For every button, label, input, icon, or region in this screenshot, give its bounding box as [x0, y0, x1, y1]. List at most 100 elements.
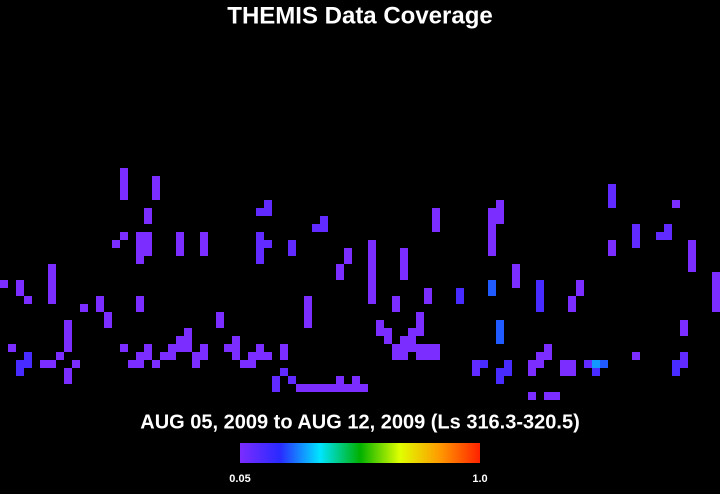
coverage-cell — [120, 168, 128, 200]
coverage-cell — [592, 368, 600, 376]
coverage-cell — [432, 344, 440, 360]
coverage-cell — [152, 360, 160, 368]
coverage-cell — [560, 360, 568, 376]
coverage-cell — [24, 296, 32, 304]
coverage-cell — [136, 352, 144, 368]
coverage-cell — [288, 240, 296, 256]
coverage-cell — [400, 248, 408, 280]
coverage-cell — [136, 232, 144, 264]
coverage-cell — [600, 360, 608, 368]
coverage-cell — [296, 384, 304, 392]
coverage-cell — [632, 352, 640, 360]
coverage-cell — [264, 240, 272, 248]
coverage-cell — [480, 360, 488, 368]
coverage-cell — [64, 368, 72, 384]
coverage-cell — [392, 344, 400, 360]
coverage-cells — [0, 168, 720, 400]
coverage-cell — [432, 208, 440, 232]
coverage-cell — [672, 200, 680, 208]
coverage-cell — [144, 208, 152, 224]
coverage-cell — [256, 232, 264, 264]
coverage-cell — [504, 360, 512, 376]
coverage-cell — [392, 296, 400, 312]
coverage-cell — [488, 280, 496, 296]
coverage-cell — [376, 320, 384, 336]
coverage-cell — [576, 280, 584, 296]
coverage-cell — [544, 392, 552, 400]
coverage-cell — [312, 224, 320, 232]
coverage-cell — [528, 392, 536, 400]
coverage-cell — [312, 384, 320, 392]
coverage-cell — [128, 360, 136, 368]
coverage-cell — [144, 232, 152, 256]
coverage-cell — [680, 352, 688, 368]
coverage-cell — [488, 208, 496, 256]
coverage-cell — [256, 208, 264, 216]
coverage-cell — [224, 344, 232, 352]
coverage-cell — [200, 232, 208, 256]
coverage-cell — [264, 200, 272, 216]
coverage-cell — [24, 352, 32, 368]
coverage-cell — [416, 344, 424, 360]
colorbar-tick-label: 1.0 — [472, 473, 487, 485]
coverage-cell — [280, 344, 288, 360]
coverage-cell — [240, 360, 248, 368]
coverage-cell — [280, 368, 288, 376]
coverage-cell — [16, 280, 24, 296]
coverage-cell — [304, 296, 312, 328]
coverage-cell — [272, 376, 280, 392]
coverage-cell — [672, 360, 680, 376]
coverage-cell — [64, 320, 72, 352]
coverage-cell — [232, 336, 240, 360]
coverage-cell — [424, 288, 432, 304]
coverage-cell — [360, 384, 368, 392]
coverage-cell — [336, 264, 344, 280]
coverage-cell — [120, 232, 128, 240]
coverage-cell — [264, 352, 272, 360]
coverage-cell — [192, 352, 200, 368]
coverage-cell — [592, 360, 600, 368]
coverage-cell — [104, 312, 112, 328]
coverage-cell — [496, 320, 504, 344]
coverage-cell — [680, 320, 688, 336]
coverage-cell — [320, 216, 328, 232]
coverage-cell — [536, 352, 544, 368]
coverage-cell — [344, 384, 352, 392]
coverage-cell — [416, 312, 424, 336]
coverage-cell — [248, 352, 256, 368]
coverage-cell — [184, 328, 192, 352]
coverage-cell — [536, 280, 544, 312]
coverage-cell — [320, 384, 328, 392]
coverage-cell — [16, 360, 24, 376]
coverage-cell — [144, 344, 152, 360]
coverage-cell — [568, 360, 576, 376]
coverage-cell — [552, 392, 560, 400]
coverage-cell — [352, 376, 360, 392]
coverage-cell — [584, 360, 592, 368]
coverage-cell — [304, 384, 312, 392]
coverage-cell — [344, 248, 352, 264]
coverage-cell — [384, 328, 392, 344]
coverage-cell — [72, 360, 80, 368]
coverage-cell — [56, 352, 64, 360]
coverage-cell — [688, 240, 696, 272]
coverage-cell — [368, 240, 376, 304]
coverage-cell — [512, 264, 520, 288]
coverage-cell — [336, 376, 344, 392]
coverage-cell — [168, 344, 176, 360]
coverage-cell — [568, 296, 576, 312]
coverage-cell — [176, 232, 184, 256]
coverage-cell — [96, 296, 104, 312]
coverage-cell — [80, 304, 88, 312]
coverage-cell — [496, 368, 504, 384]
coverage-cell — [160, 352, 168, 360]
coverage-cell — [496, 216, 504, 224]
coverage-cell — [112, 240, 120, 248]
colorbar-ticks: 0.05 1.0 — [229, 473, 487, 485]
coverage-cell — [408, 328, 416, 352]
coverage-cell — [40, 360, 48, 368]
coverage-cell — [664, 224, 672, 240]
coverage-cell — [200, 344, 208, 360]
coverage-cell — [120, 344, 128, 352]
